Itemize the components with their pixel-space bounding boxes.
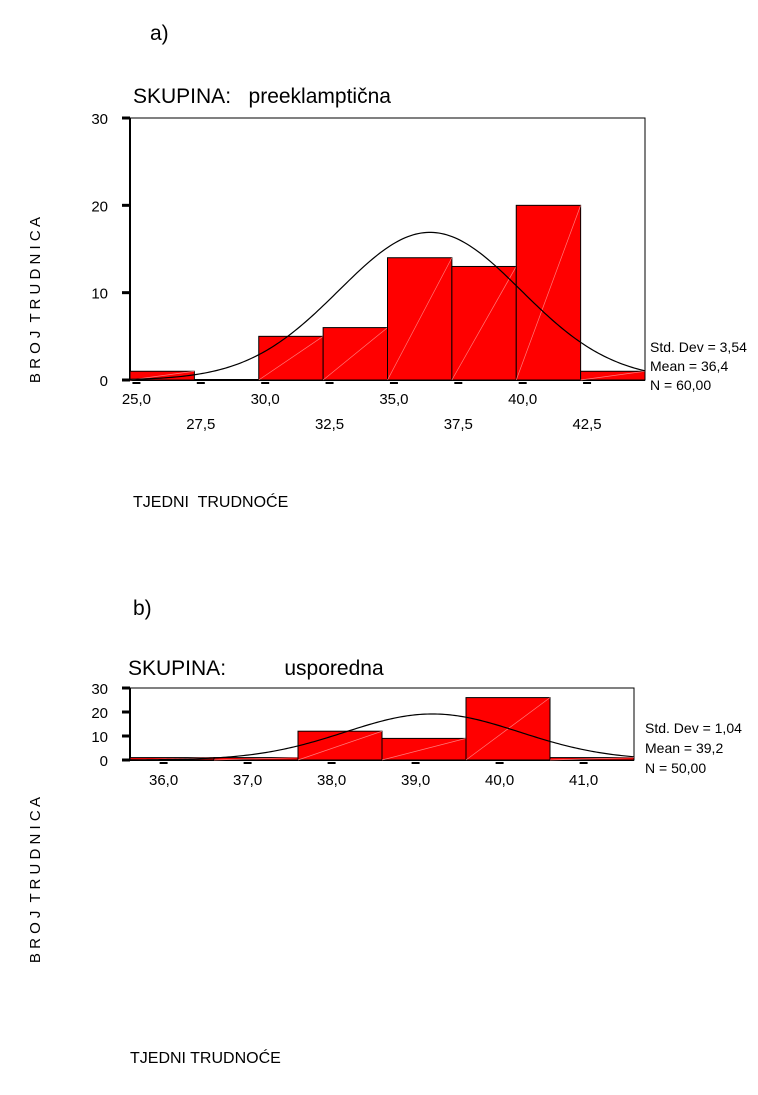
panel-a-ytick-label: 30 [91,111,108,128]
panel-a-xtick-label: 30,0 [251,391,280,408]
panel-a-ytick-label: 10 [91,286,108,303]
panel-a-bar-diagonal [515,205,581,381]
panel-b-title: SKUPINA: usporedna [128,657,384,680]
panel-a-normal-curve [129,231,646,380]
panel-b-xtick-label: 36,0 [149,772,178,789]
panel-b-xtick-label: 38,0 [317,772,346,789]
panel-a-bar-diagonal [387,257,453,381]
panel-b-ytick-label: 0 [100,753,108,770]
panel-b-label: b) [133,597,152,620]
panel-a-xtick-label: 37,5 [444,416,473,433]
panel-a-label: a) [150,22,169,45]
panel-a-bar-diagonal [322,327,388,381]
panel-a-stats-line: Mean = 36,4 [650,358,728,374]
panel-b-xlabel: TJEDNI TRUDNOĆE [130,1048,281,1067]
panel-a-xtick-label: 35,0 [379,391,408,408]
panel-b-xtick-label: 39,0 [401,772,430,789]
panel-a-xtick-label: 40,0 [508,391,537,408]
panel-a-plot: 0 10 20 30 25,0 27,5 30,0 32,5 35,0 37,5 40,0 42,5 S… [91,111,747,433]
panel-a-title: SKUPINA: preeklamptična [133,85,391,108]
panel-a-bar-diagonal [580,370,646,381]
panel-b-normal-curve [129,713,635,761]
panel-a-ytick-label: 0 [100,373,108,390]
panel-b-bar-diagonal [213,757,299,761]
panel-b-plot: 0 10 20 30 36,0 37,0 38,0 39,0 40,0 41,0 Std. Dev … [91,681,742,789]
panel-b-ytick-label: 10 [91,729,108,746]
panel-a-stats-line: Std. Dev = 3,54 [650,339,747,355]
panel-b-xtick-label: 40,0 [485,772,514,789]
panel-a-ylabel: B R O J T R U D N I C A [27,217,44,383]
panel-a-stats-line: N = 60,00 [650,377,711,393]
panel-b-bar-diagonal [381,738,467,761]
panel-a-xtick-label: 42,5 [572,416,601,433]
panel-b-ytick-label: 30 [91,681,108,698]
panel-b-bar-diagonal [549,757,635,761]
panel-b-stats-line: N = 50,00 [645,760,706,776]
panel-a-xtick-label: 25,0 [122,391,151,408]
panel-a-xlabel: TJEDNI TRUDNOĆE [133,492,288,511]
panel-a-xtick-label: 27,5 [186,416,215,433]
panel-a-bar-diagonal [258,336,324,381]
panel-b-xtick-label: 37,0 [233,772,262,789]
panel-b-stats-line: Std. Dev = 1,04 [645,720,742,736]
panel-a-ytick-label: 20 [91,198,108,215]
panel-b-ylabel: B R O J T R U D N I C A [27,797,44,963]
panel-a-bar-diagonal [451,266,517,381]
panel-a-xtick-label: 32,5 [315,416,344,433]
panel-b-xtick-label: 41,0 [569,772,598,789]
panel-b-stats-line: Mean = 39,2 [645,740,723,756]
panel-b-bar-diagonal [297,730,383,761]
panel-b-ytick-label: 20 [91,705,108,722]
